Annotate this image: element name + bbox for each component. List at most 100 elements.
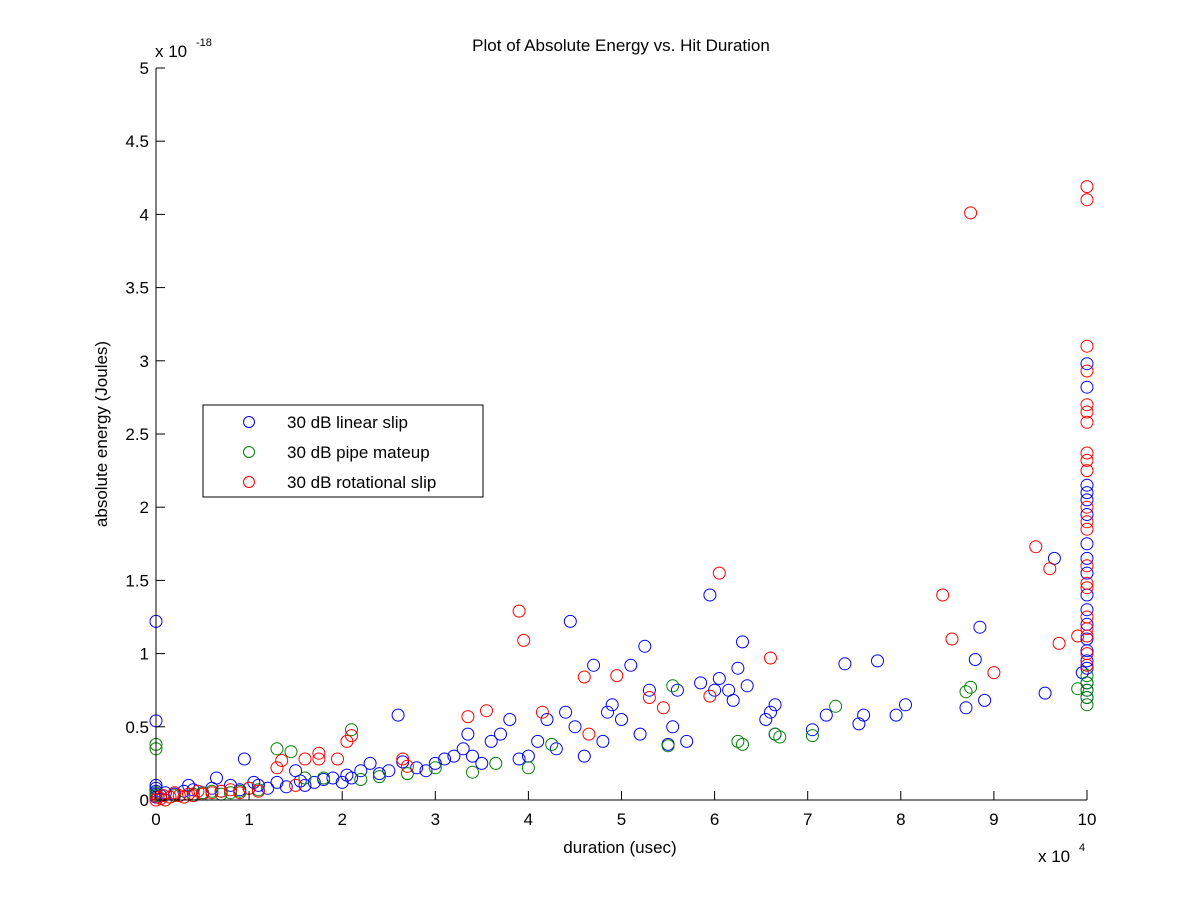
- x-tick-label: 0: [151, 810, 160, 829]
- legend-label: 30 dB linear slip: [287, 413, 408, 432]
- data-point: [1080, 629, 1094, 643]
- x-tick-label: 5: [617, 810, 626, 829]
- data-points: [149, 180, 1094, 807]
- data-point: [740, 679, 754, 693]
- data-point: [251, 778, 265, 792]
- data-point: [1080, 603, 1094, 617]
- data-point: [298, 778, 312, 792]
- data-point: [410, 761, 424, 775]
- data-point: [1080, 380, 1094, 394]
- x-axis-label: duration (usec): [563, 838, 676, 857]
- data-point: [298, 771, 312, 785]
- y-tick-label: 1: [140, 645, 149, 664]
- data-point: [391, 708, 405, 722]
- data-point: [577, 670, 591, 684]
- data-point: [731, 661, 745, 675]
- data-point: [461, 710, 475, 724]
- data-point: [1080, 486, 1094, 500]
- data-point: [396, 752, 410, 766]
- data-point: [312, 752, 326, 766]
- legend-entry-rotational-slip: 30 dB rotational slip: [243, 473, 436, 492]
- data-point: [1080, 691, 1094, 704]
- data-point: [233, 786, 247, 800]
- data-point: [871, 654, 884, 668]
- data-point: [447, 749, 461, 763]
- data-point: [987, 666, 1001, 680]
- y-tick-label: 1.5: [125, 571, 149, 590]
- x-multiplier-exponent: 4: [1079, 842, 1085, 854]
- data-point: [1080, 364, 1094, 378]
- x-tick-label: 1: [244, 810, 253, 829]
- x-tick-label: 7: [803, 810, 812, 829]
- data-point: [1043, 562, 1057, 576]
- data-point: [1080, 446, 1094, 460]
- data-point: [610, 669, 624, 683]
- data-point: [163, 790, 177, 804]
- data-point: [1080, 683, 1094, 697]
- data-point: [1080, 676, 1094, 690]
- legend: 30 dB linear slip 30 dB pipe mateup 30 d…: [202, 404, 484, 498]
- legend-box: [202, 404, 484, 498]
- data-point: [1080, 644, 1094, 658]
- data-point: [577, 749, 591, 763]
- data-point: [275, 754, 289, 767]
- data-point: [345, 771, 358, 785]
- data-point: [1038, 686, 1052, 700]
- data-point: [680, 734, 694, 748]
- x-ticks: 0 1 2 3 4 5 6 7 8 9 10: [151, 791, 1096, 829]
- x-tick-label: 3: [431, 810, 440, 829]
- data-point: [601, 705, 614, 719]
- data-point: [736, 635, 749, 649]
- y-multiplier-exponent: -18: [196, 37, 212, 49]
- data-point: [1080, 559, 1094, 573]
- x-multiplier-base: x 10: [1038, 847, 1070, 866]
- y-tick-label: 2.5: [125, 425, 149, 444]
- data-point: [1080, 464, 1094, 478]
- legend-marker-red-circle-icon: [243, 476, 255, 488]
- legend-label: 30 dB pipe mateup: [287, 443, 430, 462]
- x-multiplier: x 10 4: [1038, 842, 1085, 866]
- data-point: [642, 691, 656, 704]
- data-point: [535, 705, 549, 719]
- y-ticks: 0 0.5 1 1.5 2 2.5 3 3.5 4 4.5 5: [125, 59, 165, 810]
- data-point: [372, 767, 386, 781]
- y-axis-label: absolute energy (Joules): [92, 341, 111, 527]
- x-tick-label: 10: [1078, 810, 1097, 829]
- data-point: [284, 745, 298, 759]
- data-point: [805, 723, 819, 737]
- data-point: [889, 708, 903, 722]
- y-tick-label: 4: [140, 205, 149, 224]
- data-point: [545, 737, 559, 751]
- data-point: [186, 783, 200, 797]
- data-point: [1080, 566, 1094, 580]
- data-point: [363, 756, 377, 770]
- data-point: [852, 717, 866, 731]
- data-point: [521, 761, 535, 775]
- data-point: [838, 657, 852, 671]
- data-point: [731, 734, 745, 748]
- data-point: [1080, 658, 1094, 672]
- data-point: [1080, 551, 1094, 565]
- y-tick-label: 0.5: [125, 718, 149, 737]
- data-point: [559, 705, 573, 719]
- data-point: [312, 746, 326, 760]
- data-point: [279, 780, 293, 794]
- data-point: [1080, 654, 1094, 668]
- data-point: [214, 784, 228, 798]
- x-tick-label: 2: [337, 810, 346, 829]
- data-point: [764, 651, 777, 665]
- data-point: [661, 739, 675, 753]
- data-point: [642, 683, 656, 697]
- data-point: [568, 720, 582, 734]
- data-point: [670, 683, 684, 697]
- data-point: [805, 729, 819, 743]
- data-point: [1080, 581, 1094, 595]
- data-point: [1080, 339, 1094, 353]
- data-point: [819, 708, 833, 722]
- data-point: [317, 771, 331, 785]
- data-point: [638, 639, 652, 653]
- data-point: [703, 689, 717, 703]
- data-point: [438, 752, 452, 766]
- data-point: [633, 727, 647, 741]
